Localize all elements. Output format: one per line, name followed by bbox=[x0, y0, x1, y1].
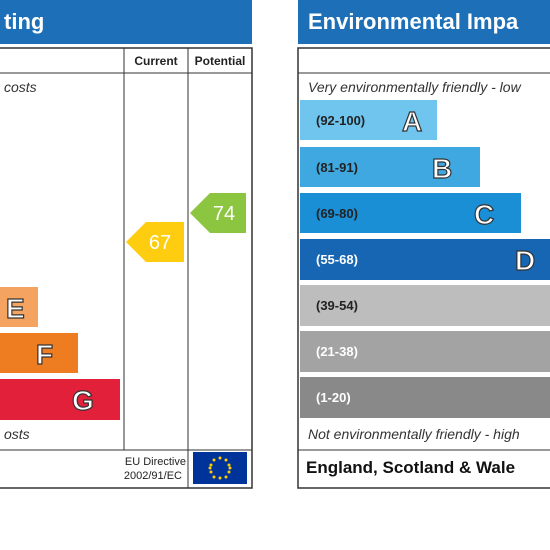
band-c bbox=[300, 193, 521, 233]
column-header: Current bbox=[134, 54, 177, 68]
band-letter: B bbox=[432, 153, 452, 184]
band-range: (69-80) bbox=[316, 206, 358, 221]
header-bar bbox=[298, 0, 550, 44]
eu-stars bbox=[208, 456, 232, 480]
band-letter: A bbox=[402, 106, 422, 137]
band-letter: G bbox=[72, 385, 94, 416]
band-e bbox=[300, 285, 550, 326]
band-range: (39-54) bbox=[316, 298, 358, 313]
bottom-note: Not environmentally friendly - high bbox=[308, 426, 520, 442]
energy-panel: ting Current Potential costs E F G osts … bbox=[0, 0, 253, 489]
directive: 2002/91/EC bbox=[124, 470, 182, 482]
band-e bbox=[0, 287, 38, 327]
current-rating: 67 bbox=[149, 232, 171, 254]
bottom-note: osts bbox=[4, 426, 30, 442]
band-letter: D bbox=[515, 245, 535, 276]
band-letter: C bbox=[474, 199, 494, 230]
band-a bbox=[300, 100, 437, 140]
column-header: Potential bbox=[195, 54, 246, 68]
band-b bbox=[300, 147, 480, 187]
band-letter: F bbox=[36, 339, 53, 370]
panel-title: ting bbox=[4, 9, 44, 34]
band-range: (81-91) bbox=[316, 160, 358, 175]
band-g bbox=[300, 377, 550, 418]
band-d bbox=[300, 239, 550, 280]
current-arrow bbox=[126, 222, 184, 262]
panel-frame bbox=[297, 47, 550, 489]
footer: England, Scotland & Wale bbox=[306, 458, 515, 477]
band-range: (55-68) bbox=[316, 252, 358, 267]
band-range: (1-20) bbox=[316, 390, 351, 405]
environment-panel: Environmental Impa Very environmentally … bbox=[297, 0, 550, 489]
top-note: costs bbox=[4, 79, 37, 95]
panel-frame bbox=[0, 47, 253, 489]
potential-arrow bbox=[190, 193, 246, 233]
directive: EU Directive bbox=[125, 456, 186, 468]
header-bar bbox=[0, 0, 252, 44]
potential-rating: 74 bbox=[213, 203, 235, 225]
band-g bbox=[0, 379, 120, 420]
panel-title: Environmental Impa bbox=[308, 9, 519, 34]
band-range: (21-38) bbox=[316, 344, 358, 359]
band-letter: E bbox=[6, 293, 25, 324]
band-f bbox=[300, 331, 550, 372]
top-note: Very environmentally friendly - low bbox=[308, 79, 522, 95]
band-range: (92-100) bbox=[316, 113, 365, 128]
band-f bbox=[0, 333, 78, 373]
